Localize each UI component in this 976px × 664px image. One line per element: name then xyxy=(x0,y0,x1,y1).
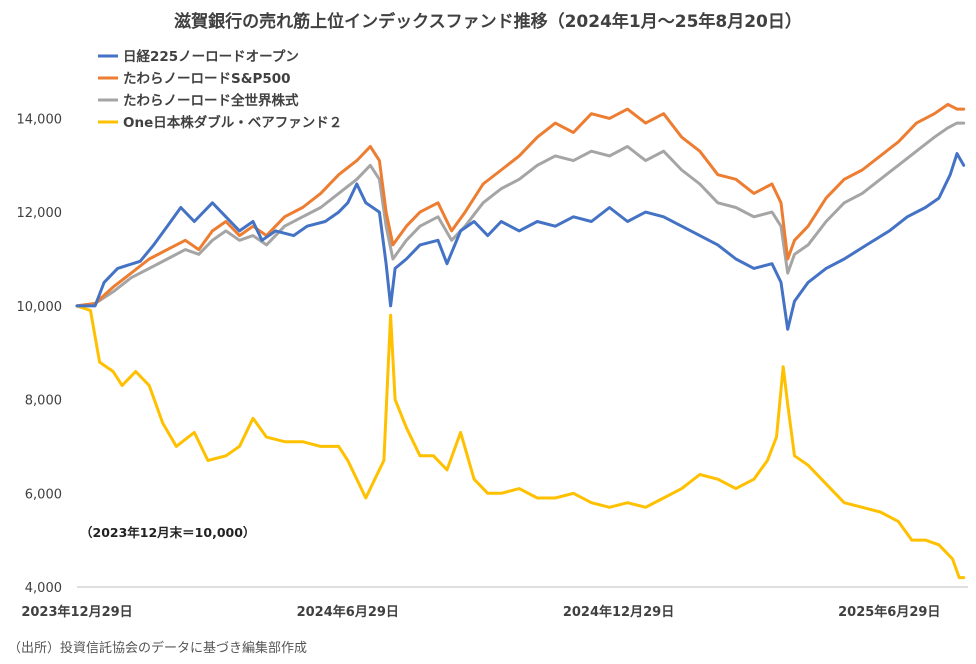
x-tick-label: 2024年6月29日 xyxy=(297,604,399,620)
series-line xyxy=(75,102,966,308)
baseline-annotation: （2023年12月末＝10,000） xyxy=(80,525,255,540)
x-tick-label: 2023年12月29日 xyxy=(21,604,132,620)
x-axis: 2023年12月29日 2024年6月29日 2024年12月29日 2025年6月2… xyxy=(21,604,940,620)
chart-title: 滋賀銀行の売れ筋上位インデックスファンド推移（2024年1月～25年8月20日） xyxy=(174,11,802,32)
x-tick-label: 2025年6月29日 xyxy=(838,604,940,620)
series-lines xyxy=(75,102,966,580)
y-tick-label: 8,000 xyxy=(25,394,62,409)
series-line xyxy=(75,304,966,580)
x-tick-label: 2024年12月29日 xyxy=(563,604,674,620)
y-axis: 4,000 6,000 8,000 10,000 12,000 14,000 xyxy=(17,112,63,596)
legend-label: 日経225ノーロードオープン xyxy=(123,48,299,65)
source-note: （出所）投資信託協会のデータに基づき編集部作成 xyxy=(8,640,307,656)
y-tick-label: 14,000 xyxy=(17,112,63,127)
y-tick-label: 10,000 xyxy=(17,300,63,315)
series-line xyxy=(75,121,966,308)
y-tick-label: 6,000 xyxy=(25,487,62,502)
y-tick-label: 4,000 xyxy=(25,581,62,596)
legend-label: たわらノーロード全世界株式 xyxy=(123,92,299,109)
legend-label: One日本株ダブル・ベアファンド２ xyxy=(123,114,342,131)
y-tick-label: 12,000 xyxy=(17,206,63,221)
legend-label: たわらノーロードS&P500 xyxy=(123,71,291,87)
series-line xyxy=(75,152,966,331)
